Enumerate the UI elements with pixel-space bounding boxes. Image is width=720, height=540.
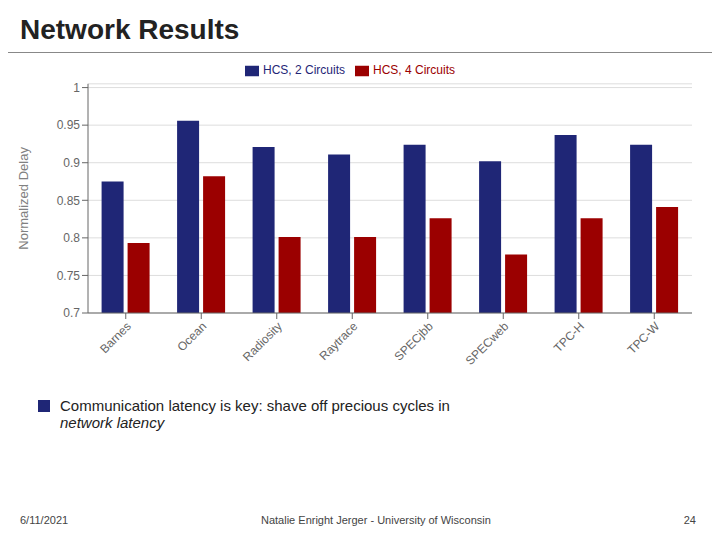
svg-text:1: 1	[73, 81, 80, 95]
svg-text:Raytrace: Raytrace	[317, 319, 361, 363]
svg-text:Ocean: Ocean	[174, 319, 209, 354]
svg-text:0.9: 0.9	[63, 156, 80, 170]
svg-text:0.7: 0.7	[63, 306, 80, 320]
svg-text:Barnes: Barnes	[97, 319, 134, 356]
html-text:HCS, 4 Circuits: HCS, 4 Circuits	[373, 63, 455, 77]
svg-text:SPECweb: SPECweb	[463, 319, 512, 368]
svg-text:TPC-W: TPC-W	[625, 319, 663, 357]
svg-text:Normalized Delay: Normalized Delay	[16, 147, 31, 250]
svg-text:0.8: 0.8	[63, 231, 80, 245]
html-text:Network Results: Network Results	[20, 14, 240, 45]
svg-text:0.85: 0.85	[57, 194, 81, 208]
html-text:network latency: network latency	[60, 414, 165, 431]
html-text:Communication latency is key:: Communication latency is key: shave off …	[60, 397, 450, 414]
html-text:6/11/2021: 6/11/2021	[20, 514, 69, 526]
svg-text:Radiosity: Radiosity	[240, 319, 285, 364]
html-text:HCS, 2 Circuits: HCS, 2 Circuits	[263, 63, 345, 77]
svg-text:SPECjbb: SPECjbb	[392, 319, 437, 364]
svg-text:0.75: 0.75	[57, 269, 81, 283]
svg-text:0.95: 0.95	[57, 118, 81, 132]
svg-text:TPC-H: TPC-H	[551, 319, 587, 355]
html-text:Natalie Enright Jerger - Unive: Natalie Enright Jerger - University of W…	[261, 514, 491, 526]
html-text:24: 24	[683, 514, 696, 526]
